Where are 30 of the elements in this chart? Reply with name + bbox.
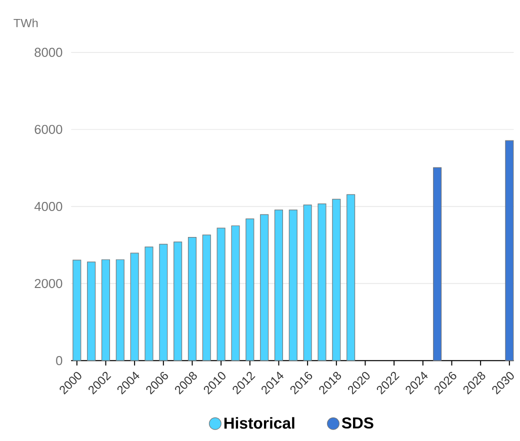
legend-label: SDS — [342, 418, 374, 429]
bar — [72, 260, 82, 362]
y-tick-label: 4000 — [34, 202, 62, 212]
y-axis-title: TWh — [14, 18, 38, 28]
bar — [188, 237, 196, 362]
bar — [174, 242, 182, 362]
bar — [159, 244, 168, 362]
bar — [216, 228, 226, 362]
bar — [144, 246, 154, 362]
bar — [87, 262, 96, 362]
y-tick-label: 8000 — [34, 48, 62, 58]
bar — [332, 199, 341, 362]
bar — [318, 204, 326, 362]
bar — [231, 226, 240, 362]
bar — [303, 204, 312, 362]
bar — [260, 214, 269, 362]
bar — [505, 140, 514, 362]
bar — [116, 260, 124, 362]
y-tick-label: 0 — [56, 356, 62, 366]
bar — [246, 218, 254, 362]
y-tick-label: 2000 — [34, 279, 62, 288]
bar — [346, 194, 356, 362]
bar — [202, 234, 211, 362]
y-tick-label: 6000 — [34, 125, 62, 134]
bar — [101, 260, 110, 362]
legend-label: Historical — [224, 417, 294, 429]
bar — [288, 210, 298, 362]
bar — [130, 252, 139, 362]
bar — [274, 210, 284, 362]
bar — [433, 167, 442, 362]
